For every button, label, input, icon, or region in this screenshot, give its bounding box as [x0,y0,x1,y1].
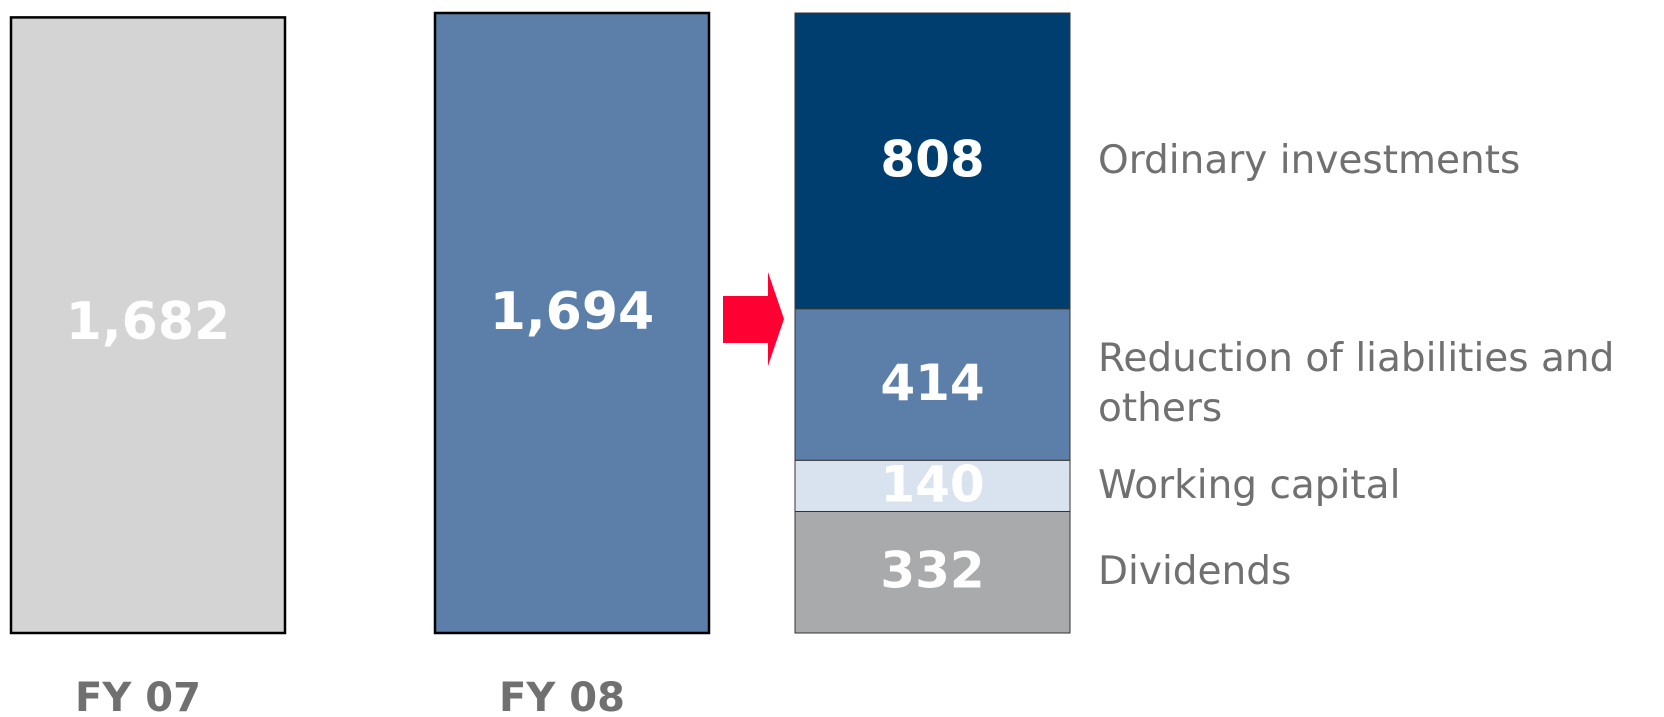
segment-label: 808 [880,130,984,188]
bar [9,16,287,635]
bar [433,11,711,635]
arrow [723,272,784,366]
stack-segment [794,510,1071,634]
segment-label: 332 [880,542,984,600]
stack-segment [794,308,1071,461]
value-label: 1,682 [66,292,230,352]
x-tick-label: FY 07 [75,675,201,717]
stack-segment [794,459,1071,512]
x-tick-label: FY 08 [499,675,625,717]
legend-label: Ordinary investments [1098,137,1521,183]
segment-label: 414 [880,354,984,412]
segment-label: 140 [880,455,984,513]
value-label: 1,694 [490,282,654,342]
stack-segment [794,12,1071,310]
legend-label: Reduction of liabilities and others [1098,336,1615,432]
legend-label: Working capital [1098,462,1401,508]
legend-label: Dividends [1098,549,1292,595]
